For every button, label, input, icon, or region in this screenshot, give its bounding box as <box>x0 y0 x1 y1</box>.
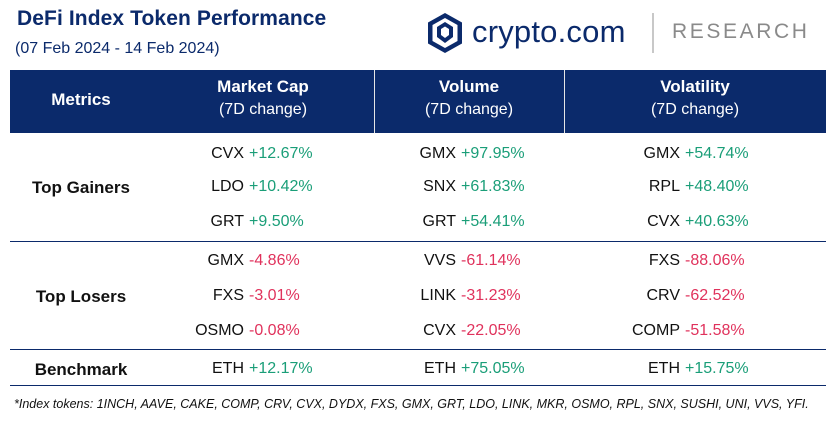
crypto-com-research-logo: crypto.com RESEARCH <box>426 12 826 54</box>
table-cell: ETH +75.05% <box>390 358 525 380</box>
column-header-volume: Volume (7D change) <box>374 70 564 133</box>
index-tokens-footnote: *Index tokens: 1INCH, AAVE, CAKE, COMP, … <box>14 397 809 411</box>
section-label-top-gainers: Top Gainers <box>32 178 130 197</box>
table-cell: ETH +12.17% <box>180 358 313 380</box>
column-header-volatility-sub: (7D change) <box>650 101 740 118</box>
column-header-metrics-label: Metrics <box>51 90 111 109</box>
change-value: +54.41% <box>461 213 525 230</box>
change-value: -0.08% <box>249 322 300 339</box>
table-cell: CVX +40.63% <box>614 211 749 233</box>
table-cell: ETH +15.75% <box>614 358 749 380</box>
section-label-top-losers: Top Losers <box>35 287 127 306</box>
change-value: +15.75% <box>685 360 749 377</box>
change-value: -61.14% <box>461 252 521 269</box>
change-value: +48.40% <box>685 178 749 195</box>
header-divider <box>374 70 375 133</box>
column-header-volatility: Volatility (7D change) <box>564 70 826 133</box>
token-symbol: COMP <box>632 322 680 339</box>
token-symbol: FXS <box>648 252 680 269</box>
token-symbol: GRT <box>422 213 456 230</box>
change-value: -22.05% <box>461 322 521 339</box>
change-value: +54.74% <box>685 145 749 162</box>
token-symbol: GRT <box>210 213 244 230</box>
table-cell: GRT +9.50% <box>180 211 304 233</box>
table-cell: SNX +61.83% <box>390 176 525 198</box>
token-symbol: VVS <box>423 252 456 269</box>
table-cell: CVX +12.67% <box>180 143 313 165</box>
table-cell: VVS -61.14% <box>390 250 521 272</box>
table-cell: RPL +48.40% <box>614 176 749 198</box>
change-value: +12.67% <box>249 145 313 162</box>
token-symbol: CVX <box>211 145 244 162</box>
table-cell: GMX +54.74% <box>614 143 749 165</box>
table-cell: COMP -51.58% <box>614 320 745 342</box>
table-cell: FXS -88.06% <box>614 250 745 272</box>
change-value: +75.05% <box>461 360 525 377</box>
column-header-volatility-label: Volatility <box>660 77 730 96</box>
page-title: DeFi Index Token Performance <box>17 7 327 30</box>
token-symbol: FXS <box>212 287 244 304</box>
token-symbol: ETH <box>212 360 244 377</box>
change-value: +40.63% <box>685 213 749 230</box>
table-cell: CRV -62.52% <box>614 285 745 307</box>
change-value: +9.50% <box>249 213 304 230</box>
table-cell: CVX -22.05% <box>390 320 521 342</box>
table-cell: GMX -4.86% <box>180 250 300 272</box>
logo-wordmark: crypto.com <box>472 14 626 49</box>
logo-divider <box>652 13 654 53</box>
section-label-benchmark: Benchmark <box>34 360 128 379</box>
token-symbol: GMX <box>207 252 244 269</box>
table-cell: FXS -3.01% <box>180 285 300 307</box>
change-value: +97.95% <box>461 145 525 162</box>
table-cell: LINK -31.23% <box>390 285 521 307</box>
table-cell: GRT +54.41% <box>390 211 525 233</box>
token-symbol: CRV <box>646 287 681 304</box>
section-divider <box>10 349 826 350</box>
column-header-market-cap-sub: (7D change) <box>218 101 308 118</box>
crypto-com-lion-shield-icon <box>428 13 462 53</box>
token-symbol: GMX <box>419 145 456 162</box>
token-symbol: LINK <box>420 287 456 304</box>
change-value: -31.23% <box>461 287 521 304</box>
table-cell: LDO +10.42% <box>180 176 313 198</box>
column-header-market-cap-label: Market Cap <box>217 77 309 96</box>
column-header-market-cap: Market Cap (7D change) <box>152 70 374 133</box>
token-symbol: SNX <box>423 178 456 195</box>
change-value: -51.58% <box>685 322 745 339</box>
column-header-metrics: Metrics <box>10 70 152 133</box>
report-header: DeFi Index Token Performance (07 Feb 202… <box>0 0 832 66</box>
date-range-subtitle: (07 Feb 2024 - 14 Feb 2024) <box>15 40 220 57</box>
token-symbol: CVX <box>423 322 456 339</box>
token-symbol: GMX <box>643 145 680 162</box>
change-value: -88.06% <box>685 252 745 269</box>
table-cell: GMX +97.95% <box>390 143 525 165</box>
change-value: +61.83% <box>461 178 525 195</box>
token-symbol: CVX <box>647 213 680 230</box>
table-cell: OSMO -0.08% <box>180 320 300 342</box>
change-value: -4.86% <box>249 252 300 269</box>
table-header-row: Metrics Market Cap (7D change) Volume (7… <box>10 70 826 133</box>
change-value: -3.01% <box>249 287 300 304</box>
token-symbol: LDO <box>211 178 244 195</box>
change-value: -62.52% <box>685 287 745 304</box>
token-symbol: RPL <box>648 178 680 195</box>
column-header-volume-sub: (7D change) <box>424 101 514 118</box>
column-header-volume-label: Volume <box>438 77 500 96</box>
logo-division-label: RESEARCH <box>672 20 810 43</box>
section-divider <box>10 241 826 242</box>
table-bottom-rule <box>10 385 826 386</box>
change-value: +12.17% <box>249 360 313 377</box>
change-value: +10.42% <box>249 178 313 195</box>
token-symbol: ETH <box>424 360 456 377</box>
token-symbol: ETH <box>648 360 680 377</box>
header-divider <box>564 70 565 133</box>
token-symbol: OSMO <box>195 322 244 339</box>
